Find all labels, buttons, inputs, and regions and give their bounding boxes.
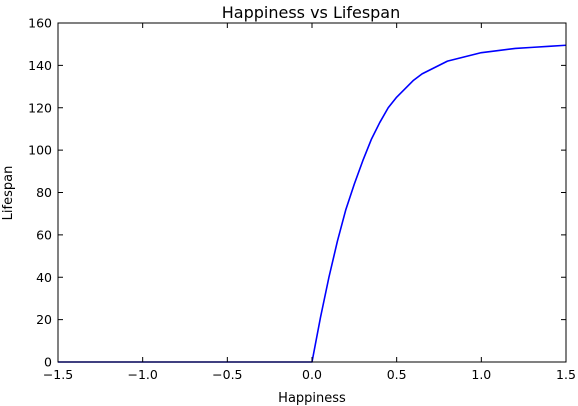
x-axis-label: Happiness [278,391,346,406]
x-tick-label: 1.0 [471,367,491,382]
x-tick-label: −1.0 [127,367,157,382]
series-line-0 [58,44,567,363]
y-tick-label: 20 [36,312,52,327]
y-tick-label: 60 [36,227,52,242]
axes-frame [57,22,567,363]
y-axis: 0 20 40 60 80 100 120 140 160 [28,16,566,370]
y-tick-label: 0 [44,355,52,370]
y-tick-label: 160 [28,16,52,31]
x-tick-label: 1.5 [556,367,576,382]
x-tick-label: −0.5 [212,367,242,382]
y-tick-label: 80 [36,185,52,200]
chart-title: Happiness vs Lifespan [222,3,401,22]
y-axis-label: Lifespan [1,166,16,221]
y-tick-label: 140 [28,58,52,73]
x-tick-label: 0.0 [302,367,322,382]
x-tick-label: −1.5 [43,367,73,382]
plot-area [58,44,567,363]
x-axis: −1.5 −1.0 −0.5 0.0 0.5 1.0 1.5 [43,23,576,382]
y-tick-label: 100 [28,143,52,158]
x-tick-label: 0.5 [387,367,407,382]
y-tick-label: 120 [28,100,52,115]
y-tick-label: 40 [36,270,52,285]
